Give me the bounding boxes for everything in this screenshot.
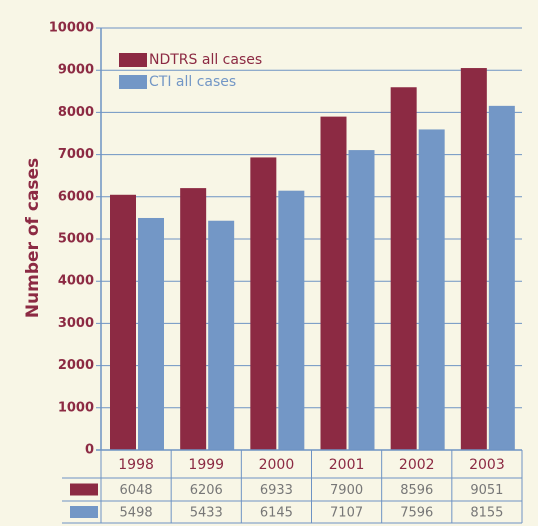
bar xyxy=(278,190,305,450)
table-value: 7900 xyxy=(330,483,363,498)
table-value: 6145 xyxy=(260,506,293,521)
table-value: 5498 xyxy=(120,506,153,521)
bar xyxy=(180,188,207,450)
table-swatch xyxy=(70,506,98,518)
y-axis-label: Number of cases xyxy=(23,158,43,318)
bar xyxy=(460,68,487,451)
table-value: 8155 xyxy=(470,506,503,521)
legend-swatch xyxy=(119,75,147,89)
x-tick-label: 2001 xyxy=(329,457,365,473)
x-tick-label: 2003 xyxy=(469,457,505,473)
x-tick-label: 1998 xyxy=(118,457,154,473)
y-tick-label: 2000 xyxy=(58,358,94,373)
legend-label: CTI all cases xyxy=(149,74,236,90)
table-swatch xyxy=(70,483,98,496)
y-tick-label: 8000 xyxy=(58,105,94,120)
x-tick-label: 2000 xyxy=(259,457,295,473)
y-tick-label: 6000 xyxy=(58,189,94,204)
table-value: 9051 xyxy=(470,483,503,498)
x-tick-label: 1999 xyxy=(188,457,224,473)
y-tick-label: 7000 xyxy=(58,147,94,162)
y-tick-label: 5000 xyxy=(58,232,94,247)
table-value: 5433 xyxy=(190,506,223,521)
y-tick-label: 9000 xyxy=(58,63,94,78)
y-tick-label: 4000 xyxy=(58,274,94,289)
table-value: 6206 xyxy=(190,483,223,498)
y-tick-label: 0 xyxy=(85,443,94,458)
bar xyxy=(208,220,235,450)
table-value: 6048 xyxy=(120,483,153,498)
bar xyxy=(138,217,164,450)
y-tick-label: 10000 xyxy=(49,21,94,36)
legend-swatch xyxy=(119,53,147,67)
table-value: 8596 xyxy=(400,483,433,498)
bar xyxy=(250,157,277,450)
bar xyxy=(320,116,347,451)
bar xyxy=(390,87,417,450)
table-value: 6933 xyxy=(260,483,293,498)
x-tick-label: 2002 xyxy=(399,457,435,473)
table-value: 7107 xyxy=(330,506,363,521)
bar xyxy=(110,194,136,450)
y-tick-label: 1000 xyxy=(58,400,94,415)
bar xyxy=(348,150,375,450)
bar xyxy=(488,105,515,450)
table-value: 7596 xyxy=(400,506,433,521)
y-tick-label: 3000 xyxy=(58,316,94,331)
bar xyxy=(418,129,445,451)
legend-label: NDTRS all cases xyxy=(149,52,262,68)
